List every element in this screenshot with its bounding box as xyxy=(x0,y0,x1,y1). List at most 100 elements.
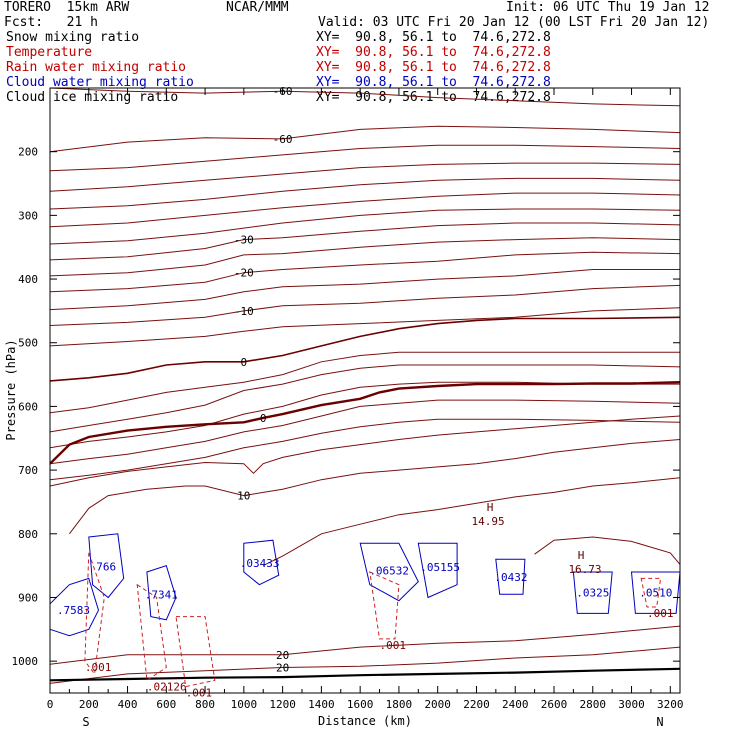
y-tick-label-2: 400 xyxy=(18,273,38,286)
rain-region-2 xyxy=(175,616,216,688)
isotherm-16 xyxy=(49,381,680,449)
cloud-water-region-4 xyxy=(359,542,419,602)
x-axis-label: Distance (km) xyxy=(318,714,412,728)
isotherm-10 xyxy=(49,269,680,311)
isotherm-0 xyxy=(49,87,681,107)
x-tick-label-9: 1800 xyxy=(386,698,413,711)
x-tick-label-0: 0 xyxy=(47,698,54,711)
rain-label-3: .001 xyxy=(380,639,407,652)
isotherm-20 xyxy=(49,415,681,487)
isotherm-12 xyxy=(49,307,681,347)
isotherm-3 xyxy=(49,162,681,192)
isotherm-9 xyxy=(49,251,681,293)
cloud-water-region-2 xyxy=(146,564,177,621)
y-axis-label: Pressure (hPa) xyxy=(4,339,18,440)
x-tick-label-1: 200 xyxy=(79,698,99,711)
isotherm-label-1: -60 xyxy=(273,133,293,146)
forecast-hour: Fcst: 21 h xyxy=(4,15,98,30)
isotherm-5 xyxy=(49,192,681,228)
field-xy-snow: XY= 90.8, 56.1 to 74.6,272.8 xyxy=(316,30,551,45)
x-tick-label-16: 3200 xyxy=(657,698,684,711)
isotherm-label-25: 20 xyxy=(276,662,289,675)
isotherm-7 xyxy=(49,222,681,261)
cloud-water-region-0 xyxy=(49,577,100,637)
field-name-snow: Snow mixing ratio xyxy=(6,30,140,45)
cloud-water-region-6 xyxy=(495,558,526,595)
cloud-water-label-4: .06532 xyxy=(369,565,409,578)
cloud-water-region-7 xyxy=(572,571,613,614)
cloud-water-label-6: .0432 xyxy=(494,571,527,584)
isotherm-6 xyxy=(49,208,681,245)
center-title: NCAR/MMM xyxy=(226,0,289,15)
cloud-water-region-1 xyxy=(88,533,125,599)
x-tick-label-3: 600 xyxy=(156,698,176,711)
isotherm-23 xyxy=(534,536,681,565)
y-tick-label-4: 600 xyxy=(18,400,38,413)
isotherm-label-19: 0 xyxy=(260,412,267,425)
extremum-label-1: 14.95 xyxy=(472,515,505,528)
cloud-water-region-3 xyxy=(243,539,280,586)
x-tick-label-6: 1200 xyxy=(269,698,296,711)
surface-line xyxy=(49,667,681,682)
field-name-cloud-ice: Cloud ice mixing ratio xyxy=(6,90,179,105)
isotherm-label-9: -20 xyxy=(234,267,254,280)
x-tick-label-10: 2000 xyxy=(424,698,451,711)
model-title: TORERO 15km ARW xyxy=(4,0,130,15)
x-tick-label-13: 2600 xyxy=(541,698,568,711)
y-tick-label-6: 800 xyxy=(18,528,38,541)
isotherm-label-11: -10 xyxy=(234,305,254,318)
isotherm-25 xyxy=(49,646,681,684)
rain-region-0 xyxy=(84,552,105,676)
rain-label-4: .001 xyxy=(647,607,674,620)
field-xy-cloud-water: XY= 90.8, 56.1 to 74.6,272.8 xyxy=(316,75,551,90)
extremum-label-3: 16.73 xyxy=(568,563,601,576)
cloud-water-region-5 xyxy=(417,542,458,599)
isotherm-8 xyxy=(49,237,681,277)
y-tick-label-7: 900 xyxy=(18,591,38,604)
isotherm-18 xyxy=(49,418,681,481)
x-tick-label-5: 1000 xyxy=(231,698,258,711)
isotherm-label-24: 20 xyxy=(276,649,289,662)
cloud-water-label-0: .7583 xyxy=(57,604,90,617)
field-name-cloud-water: Cloud water mixing ratio xyxy=(6,75,194,90)
field-xy-rain: XY= 90.8, 56.1 to 74.6,272.8 xyxy=(316,60,551,75)
extremum-label-2: H xyxy=(578,549,585,562)
y-tick-label-0: 200 xyxy=(18,146,38,159)
isotherm-13 xyxy=(49,316,681,382)
cloud-water-label-5: .05155 xyxy=(420,561,460,574)
isotherm-22 xyxy=(262,477,681,567)
isotherm-1 xyxy=(49,125,681,153)
x-tick-label-14: 2800 xyxy=(580,698,607,711)
axes-layer: 0 200 400 600 800 1000 1200 1400 1600 1800 2000 220… xyxy=(12,88,684,711)
init-time: Init: 06 UTC Thu 19 Jan 12 xyxy=(506,0,710,15)
y-tick-label-5: 700 xyxy=(18,464,38,477)
isotherm-15 xyxy=(49,364,681,433)
cloud-water-label-7: .0325 xyxy=(576,587,609,600)
extremum-label-0: H xyxy=(487,501,494,514)
x-tick-label-4: 800 xyxy=(195,698,215,711)
cloud-water-label-3: .03433 xyxy=(240,557,280,570)
rain-region-3 xyxy=(369,571,400,640)
plot-data-layer: -60-60-30-20-1000102020.7583766.7341.034… xyxy=(49,85,681,700)
x-tick-label-7: 1400 xyxy=(308,698,335,711)
isotherm-2 xyxy=(49,144,681,172)
isotherm-24 xyxy=(49,625,681,665)
isotherm-label-21: 10 xyxy=(237,490,250,503)
south-end-label: S xyxy=(82,715,89,729)
x-tick-label-12: 2400 xyxy=(502,698,529,711)
north-end-label: N xyxy=(656,715,663,729)
x-tick-label-8: 1600 xyxy=(347,698,374,711)
cloud-water-label-2: .7341 xyxy=(145,588,178,601)
field-name-rain: Rain water mixing ratio xyxy=(6,60,187,75)
isotherm-4 xyxy=(49,177,681,210)
x-tick-label-15: 3000 xyxy=(618,698,645,711)
isotherm-21 xyxy=(69,439,681,535)
field-name-temperature: Temperature xyxy=(6,45,93,60)
rain-label-0: .001 xyxy=(85,661,112,674)
x-tick-label-2: 400 xyxy=(118,698,138,711)
field-xy-temperature: XY= 90.8, 56.1 to 74.6,272.8 xyxy=(316,45,551,60)
isotherm-14 xyxy=(49,351,680,414)
cloud-water-label-1: 766 xyxy=(96,560,116,573)
x-tick-label-11: 2200 xyxy=(463,698,490,711)
